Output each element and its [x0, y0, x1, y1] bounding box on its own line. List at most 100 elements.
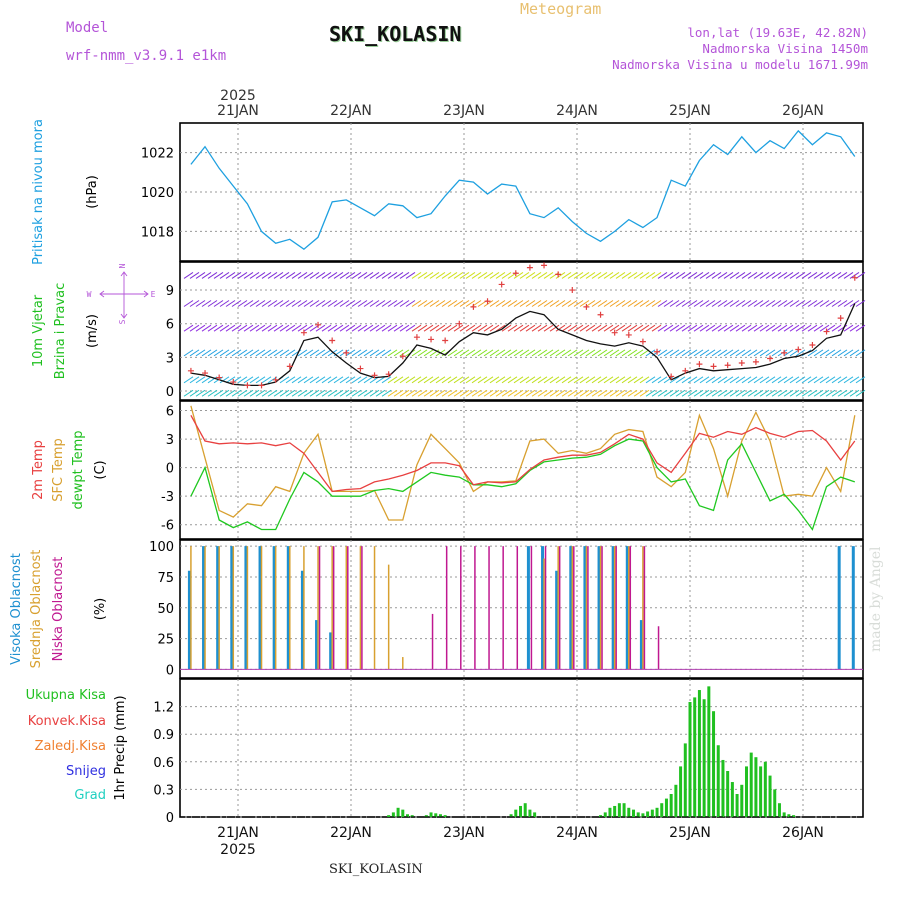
wind-arrow	[513, 389, 524, 397]
wind-arrow	[417, 349, 428, 357]
wind-arrow	[711, 389, 722, 397]
wind-arrow	[807, 349, 818, 357]
wind-arrow	[411, 389, 422, 397]
bottom-day-label: 21JAN	[217, 825, 259, 841]
wind-arrow	[267, 389, 278, 397]
wind-arrow	[225, 389, 236, 397]
wind-arrow	[771, 272, 782, 279]
wind-arrow	[759, 349, 770, 357]
wind-arrow	[753, 376, 764, 384]
wind-arrow	[531, 272, 542, 279]
wind-arrow	[519, 324, 530, 332]
wind-arrow	[615, 349, 626, 357]
wind-arrow	[609, 389, 620, 397]
wind-arrow	[717, 300, 728, 307]
precip-bar	[702, 699, 706, 817]
wind-arrow	[345, 272, 356, 279]
wind-arrow	[639, 389, 650, 397]
wind-arrow	[741, 272, 752, 279]
wind-arrow	[435, 272, 446, 279]
wind-arrow	[279, 376, 290, 384]
wind-arrow	[771, 300, 782, 307]
wind-arrow	[219, 300, 230, 307]
precip-bar	[603, 812, 607, 817]
wind-arrow	[207, 349, 218, 357]
wind-arrow	[507, 349, 518, 357]
wind-arrow	[195, 272, 206, 279]
wind-arrow	[765, 324, 776, 332]
precip-bar	[697, 690, 701, 817]
wind-arrow	[801, 376, 812, 384]
wind-arrow	[609, 349, 620, 357]
wind-arrow	[339, 300, 350, 307]
precip-axis-label: 1hr Precip (mm)	[113, 695, 128, 800]
wind-arrow	[291, 376, 302, 384]
wind-arrow	[537, 389, 548, 397]
wind-arrow	[195, 300, 206, 307]
wind-gust-marker	[555, 271, 562, 278]
wind-arrow	[417, 389, 428, 397]
wind-arrow	[669, 389, 680, 397]
wind-arrow	[201, 389, 212, 397]
wind-arrow	[585, 389, 596, 397]
wind-arrow	[603, 300, 614, 307]
wind-arrow	[285, 300, 296, 307]
wind-label-2: Brzina i Pravac	[53, 283, 68, 380]
wind-arrow	[753, 389, 764, 397]
wind-arrow	[615, 300, 626, 307]
wind-gust-marker	[202, 370, 209, 377]
wind-arrow	[471, 272, 482, 279]
wind-arrow	[333, 300, 344, 307]
precip-bar	[683, 743, 687, 817]
wind-arrow	[525, 272, 536, 279]
precip-bar	[391, 812, 395, 817]
precip-bar	[745, 766, 748, 817]
wind-arrow	[273, 272, 284, 279]
wind-arrow	[315, 389, 326, 397]
wind-arrow	[297, 272, 308, 279]
wind-arrow	[441, 324, 452, 332]
wind-arrow	[591, 300, 602, 307]
wind-arrow	[645, 300, 656, 307]
wind-arrow	[255, 389, 266, 397]
wind-arrow	[501, 376, 512, 384]
wind-arrow	[219, 324, 230, 332]
precip-bar	[777, 803, 781, 817]
wind-arrow	[405, 300, 416, 307]
wind-arrow	[183, 300, 194, 307]
wind-arrow	[363, 300, 374, 307]
wind-arrow	[549, 324, 560, 332]
wind-arrow	[789, 300, 800, 307]
wind-arrow	[783, 272, 794, 279]
wind-arrow	[729, 300, 740, 307]
wind-arrow	[687, 349, 698, 357]
wind-arrow	[483, 272, 494, 279]
wind-arrow	[519, 272, 530, 279]
wind-gust-marker	[343, 349, 350, 356]
wind-tick-label: 0	[166, 385, 174, 400]
wind-arrow	[261, 389, 272, 397]
wind-arrow	[309, 376, 320, 384]
wind-arrow	[717, 349, 728, 357]
wind-arrow	[393, 389, 404, 397]
wind-arrow	[765, 272, 776, 279]
wind-arrow	[387, 389, 398, 397]
precip-bar	[509, 814, 513, 817]
wind-arrow	[483, 349, 494, 357]
wind-arrow	[327, 349, 338, 357]
wind-arrow	[567, 376, 578, 384]
wind-arrow	[471, 324, 482, 332]
wind-gust-marker	[639, 338, 646, 345]
wind-arrow	[579, 389, 590, 397]
wind-arrow	[603, 389, 614, 397]
wind-arrow	[675, 376, 686, 384]
wind-arrow	[627, 272, 638, 279]
wind-arrow	[219, 272, 230, 279]
wind-arrow	[519, 300, 530, 307]
wind-arrow	[483, 376, 494, 384]
wind-gust-marker	[498, 281, 505, 288]
wind-arrow	[807, 300, 818, 307]
wind-arrow	[849, 324, 860, 332]
pressure-tick-label: 1018	[141, 225, 174, 240]
wind-arrow	[825, 272, 836, 279]
